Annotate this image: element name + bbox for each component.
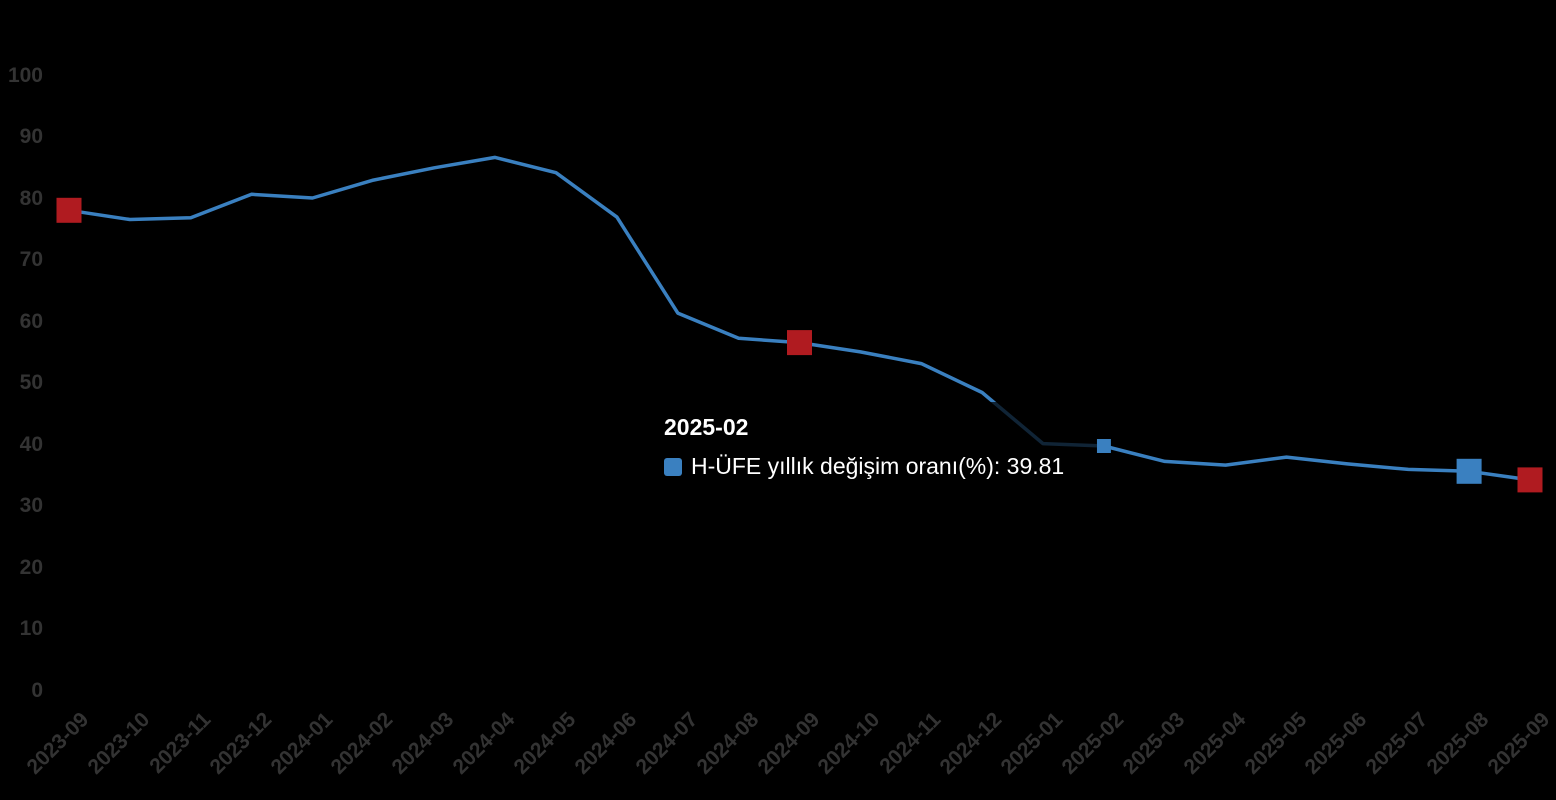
y-axis-tick-label: 0 bbox=[31, 679, 43, 702]
y-axis-tick-label: 70 bbox=[19, 248, 43, 272]
y-axis-tick-label: 90 bbox=[19, 125, 43, 149]
y-axis-tick-label: 20 bbox=[19, 555, 43, 579]
tooltip: 2025-02 H-ÜFE yıllık değişim oranı(%): 3… bbox=[650, 402, 1097, 494]
data-point-marker-2024-09[interactable] bbox=[787, 330, 812, 356]
y-axis-tick-label: 100 bbox=[7, 63, 43, 87]
y-axis-tick-label: 40 bbox=[19, 432, 43, 456]
series-swatch-icon bbox=[664, 457, 682, 476]
data-point-marker-2025-02[interactable] bbox=[1096, 439, 1111, 453]
series-markers bbox=[56, 197, 1543, 493]
tooltip-value-text: H-ÜFE yıllık değişim oranı(%): 39.81 bbox=[691, 453, 1065, 479]
data-point-marker-2025-09[interactable] bbox=[1517, 467, 1543, 493]
y-axis-tick-label: 60 bbox=[19, 309, 43, 333]
tooltip-title: 2025-02 bbox=[664, 414, 749, 440]
data-point-marker-2023-09[interactable] bbox=[56, 197, 82, 223]
tooltip-row: H-ÜFE yıllık değişim oranı(%): 39.81 bbox=[664, 453, 1083, 480]
y-axis-tick-label: 30 bbox=[19, 494, 43, 518]
y-axis-tick-label: 10 bbox=[19, 617, 43, 641]
y-axis-tick-label: 80 bbox=[19, 186, 43, 210]
y-axis-tick-label: 50 bbox=[19, 371, 43, 395]
data-point-marker-2025-08[interactable] bbox=[1456, 458, 1482, 484]
